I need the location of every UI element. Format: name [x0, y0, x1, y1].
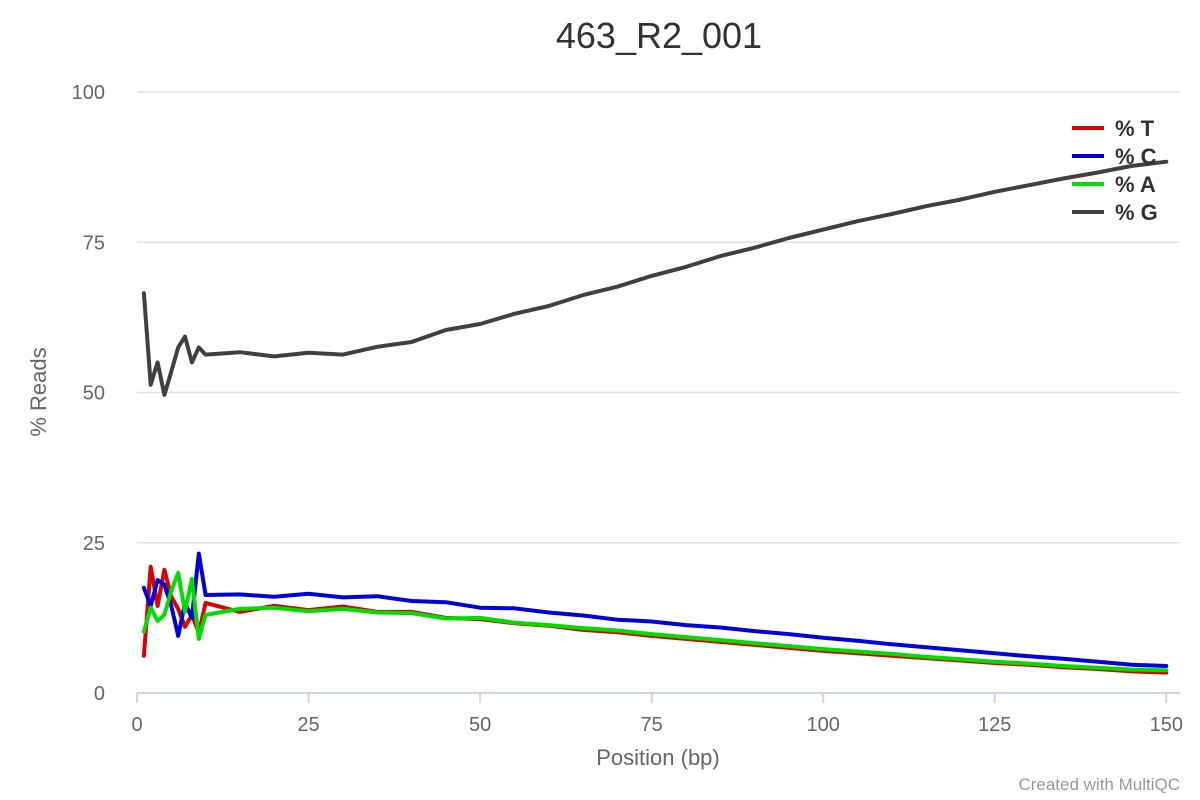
chart-title: 463_R2_001	[556, 15, 762, 56]
legend-label: % G	[1115, 200, 1158, 225]
y-tick-label: 0	[94, 683, 105, 705]
legend-item[interactable]: % C	[1072, 144, 1157, 169]
legend-item[interactable]: % G	[1072, 200, 1158, 225]
x-tick-label: 150	[1150, 714, 1183, 736]
credit-text[interactable]: Created with MultiQC	[1018, 775, 1180, 794]
x-axis-label: Position (bp)	[596, 745, 720, 770]
y-gridlines	[137, 91, 1180, 544]
x-tick-label: 125	[978, 714, 1011, 736]
x-tick-label: 25	[297, 714, 319, 736]
x-tick-labels: 0 25 50 75 100 125 150	[131, 693, 1183, 736]
x-tick-label: 75	[641, 714, 663, 736]
x-tick-label: 0	[131, 714, 142, 736]
y-tick-label: 75	[83, 232, 105, 254]
y-axis-label: % Reads	[26, 347, 51, 436]
legend[interactable]: % T % C % A % G	[1072, 116, 1158, 225]
series-line[interactable]	[141, 570, 1169, 673]
legend-label: % A	[1115, 172, 1156, 197]
legend-item[interactable]: % A	[1072, 172, 1156, 197]
y-tick-label: 50	[83, 383, 105, 405]
series-lines	[141, 159, 1169, 675]
legend-item[interactable]: % T	[1072, 116, 1155, 141]
y-tick-label: 100	[72, 82, 105, 104]
y-tick-labels: 0 25 50 75 100	[72, 82, 105, 705]
x-tick-label: 50	[469, 714, 491, 736]
series-line[interactable]	[141, 159, 1169, 397]
y-tick-label: 25	[83, 533, 105, 555]
legend-label: % C	[1115, 144, 1157, 169]
legend-label: % T	[1115, 116, 1155, 141]
x-tick-label: 100	[806, 714, 839, 736]
